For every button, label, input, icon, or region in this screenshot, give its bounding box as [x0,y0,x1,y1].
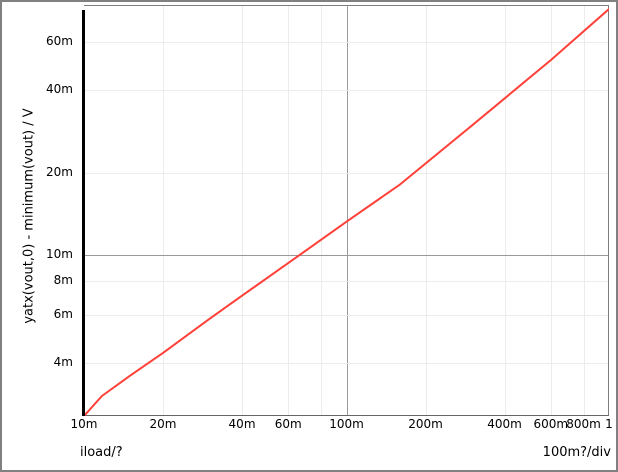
x-tick-label: 800m [566,417,601,431]
x-axis-signal-label: iload/? [80,445,123,460]
x-tick-label: 60m [274,417,302,431]
y-tick-label: 10m [46,246,73,261]
y-axis-title: yatx(vout,0) - minimum(vout) / V [21,108,37,324]
x-axis-per-div-label: 100m?/div [542,445,611,460]
y-tick-label: 8m [53,273,73,288]
x-tick-label: 10m [70,417,98,431]
y-axis-bar [82,10,85,416]
x-tick-label: 200m [408,417,443,431]
y-tick-label: 60m [46,34,73,49]
x-tick-label: 1 [605,417,613,431]
x-tick-label: 100m [329,417,364,431]
plot-canvas[interactable] [84,5,609,416]
vout-trace [84,8,609,416]
y-tick-label: 40m [46,82,73,97]
y-tick-label: 4m [53,355,73,370]
y-tick-label: 6m [53,307,73,322]
y-tick-label: 20m [46,164,73,179]
x-tick-label: 20m [149,417,177,431]
x-tick-label: 600m [533,417,569,431]
x-tick-label: 40m [228,417,256,431]
x-tick-label: 400m [487,417,522,431]
